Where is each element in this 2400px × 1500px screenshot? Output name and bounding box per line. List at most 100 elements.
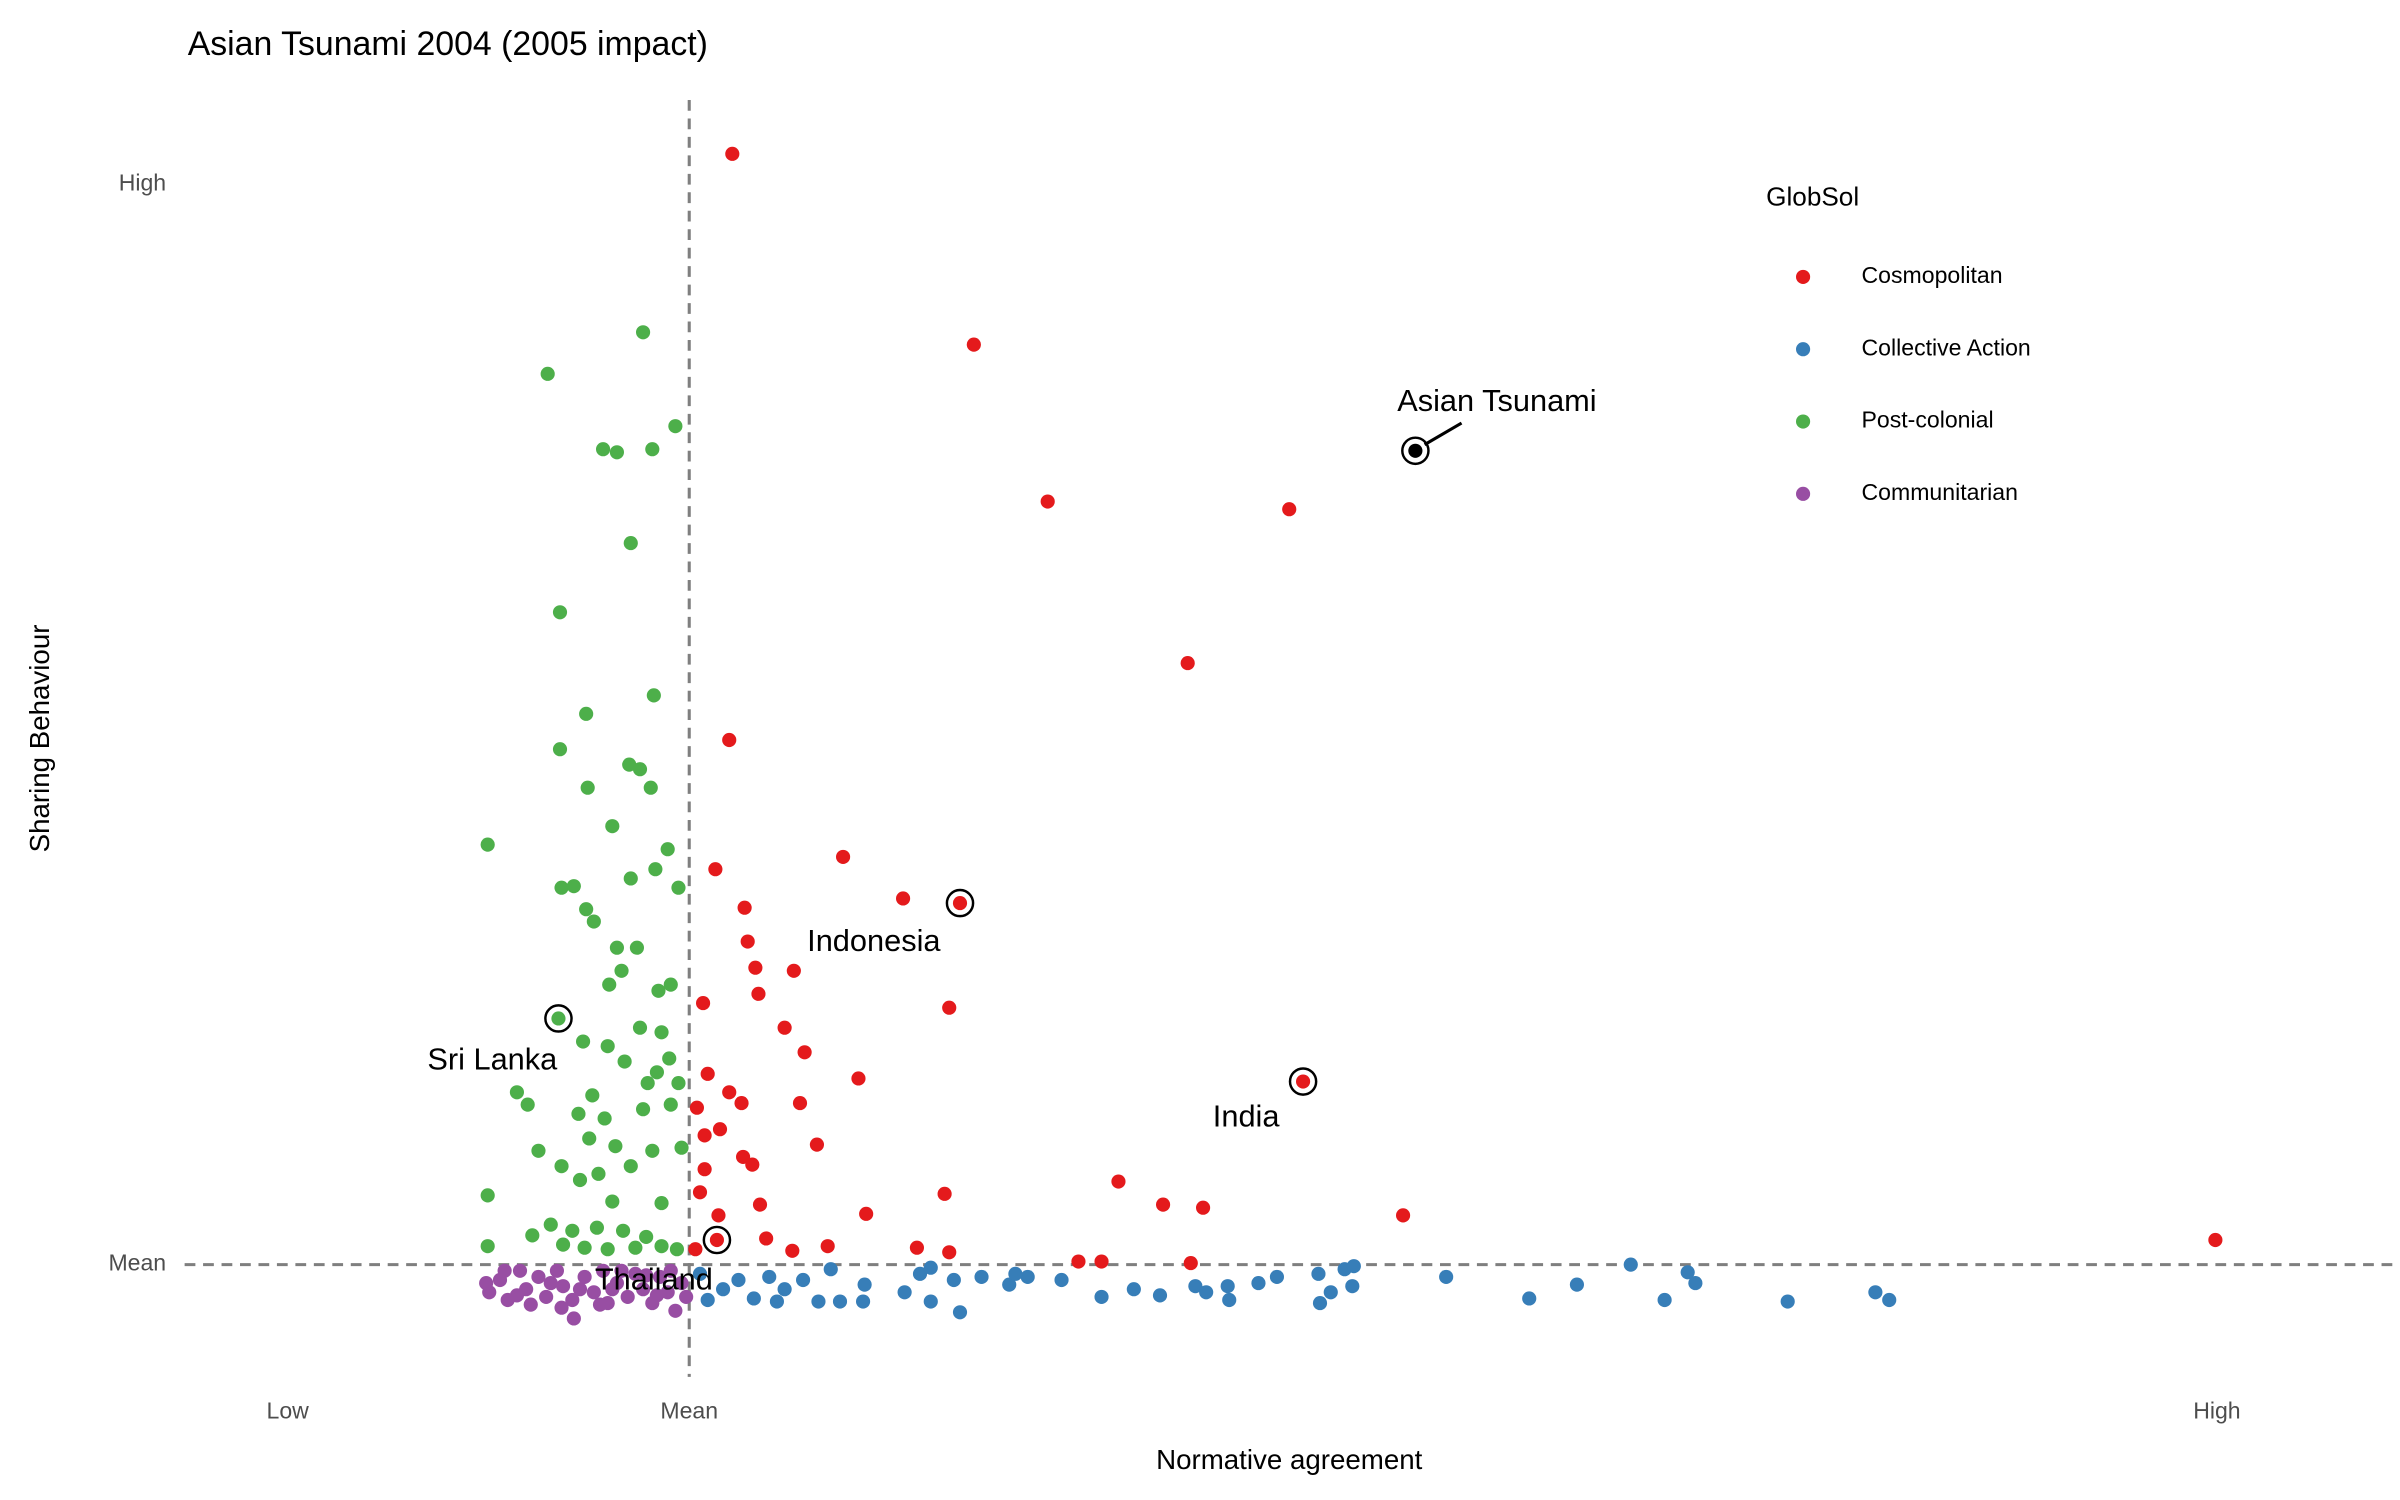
data-point (669, 1242, 684, 1257)
data-point (1002, 1277, 1017, 1292)
data-point (479, 1276, 494, 1291)
data-point (605, 819, 620, 834)
data-point (577, 1240, 592, 1255)
data-point (582, 1131, 597, 1146)
data-point (1180, 656, 1195, 671)
data-point (531, 1143, 546, 1158)
data-point (792, 1096, 808, 1111)
data-point (731, 1272, 746, 1288)
data-point (722, 732, 737, 748)
data-point (1688, 1276, 1703, 1291)
data-point (1183, 1256, 1198, 1271)
data-point (543, 1276, 558, 1291)
data-point (966, 337, 981, 352)
data-point (1188, 1279, 1203, 1294)
data-point (523, 1297, 538, 1312)
data-point (1345, 1279, 1360, 1294)
data-point (759, 1231, 774, 1246)
data-point (552, 605, 568, 620)
data-point (579, 706, 594, 721)
data-point (616, 1223, 631, 1238)
data-point (480, 1239, 495, 1254)
data-point (663, 977, 678, 992)
data-point (551, 1011, 566, 1026)
highlight-ring (1401, 436, 1430, 466)
legend-title: GlobSol (1766, 181, 1859, 211)
data-point (722, 1085, 737, 1100)
data-point (811, 1294, 826, 1309)
data-point (1439, 1269, 1454, 1284)
data-point (654, 1025, 669, 1040)
data-point (671, 1076, 686, 1091)
data-point (777, 1282, 792, 1297)
legend-swatch (1796, 414, 1811, 429)
point-label: Indonesia (807, 923, 941, 958)
data-point (660, 1285, 675, 1300)
legend-swatch (1796, 342, 1811, 357)
data-point (1094, 1254, 1109, 1269)
data-point (751, 986, 766, 1001)
highlight-point (1408, 443, 1423, 458)
point-label: Asian Tsunami (1397, 383, 1596, 418)
data-point (692, 1185, 708, 1200)
data-point (639, 1268, 654, 1283)
data-point (646, 688, 661, 703)
data-point (1296, 1074, 1311, 1089)
data-point (623, 871, 638, 886)
data-point (600, 1039, 615, 1054)
data-point (640, 1076, 655, 1091)
data-point (628, 1266, 643, 1281)
data-point (700, 1066, 715, 1081)
data-point (909, 1240, 925, 1255)
data-point (654, 1196, 669, 1211)
data-point (734, 1096, 749, 1111)
data-point (896, 891, 911, 906)
data-point (746, 1291, 761, 1306)
legend-swatch (1796, 486, 1811, 501)
data-point (617, 1054, 632, 1069)
data-point (509, 1085, 524, 1100)
data-point (820, 1239, 835, 1254)
data-point (602, 977, 617, 992)
data-point (596, 1263, 611, 1278)
data-point (1346, 1259, 1361, 1274)
data-point (1868, 1285, 1883, 1300)
data-point (1111, 1174, 1126, 1189)
leader-line (1423, 421, 1463, 446)
data-point (674, 1140, 689, 1155)
data-point (660, 842, 675, 857)
data-point (596, 442, 611, 457)
data-point (540, 366, 555, 381)
data-point (525, 1228, 540, 1243)
data-point (668, 1303, 683, 1318)
data-point (748, 960, 763, 975)
data-point (832, 1294, 848, 1309)
data-point (577, 1269, 592, 1284)
data-point (836, 849, 851, 865)
data-point (566, 1311, 581, 1326)
data-point (1282, 502, 1297, 517)
data-point (851, 1071, 866, 1086)
data-point (556, 1279, 571, 1294)
data-point (946, 1272, 961, 1288)
data-point (648, 862, 663, 877)
data-point (897, 1285, 912, 1300)
data-point (614, 1263, 629, 1278)
data-point (554, 1300, 569, 1315)
data-point (777, 1020, 792, 1035)
data-point (745, 1157, 760, 1172)
legend-swatch (1796, 269, 1811, 284)
data-point (737, 900, 752, 915)
data-point (952, 1305, 968, 1320)
data-point (1008, 1266, 1023, 1281)
data-point (652, 1269, 668, 1284)
data-point (1196, 1200, 1211, 1215)
data-point (1396, 1208, 1411, 1223)
data-point (609, 940, 624, 955)
data-point (663, 1097, 678, 1112)
data-point (697, 1162, 712, 1177)
data-point (709, 1232, 724, 1248)
data-point (856, 1294, 871, 1309)
data-point (480, 1188, 495, 1203)
